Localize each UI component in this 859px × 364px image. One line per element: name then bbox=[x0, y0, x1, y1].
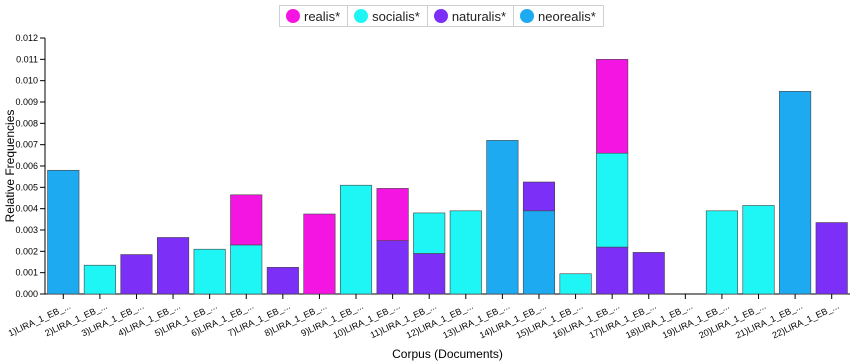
y-tick-label: 0.001 bbox=[15, 268, 38, 278]
bar-segment-socialis bbox=[83, 264, 116, 295]
y-tick-label: 0.002 bbox=[15, 246, 38, 256]
y-tick-label: 0.006 bbox=[15, 161, 38, 171]
y-tick-label: 0.008 bbox=[15, 118, 38, 128]
y-tick-label: 0.003 bbox=[15, 225, 38, 235]
y-tick-label: 0.000 bbox=[15, 289, 38, 299]
bar-segment-socialis bbox=[339, 184, 373, 295]
legend-swatch-neorealis bbox=[520, 9, 535, 23]
bar-segment-realis bbox=[230, 194, 263, 246]
bar-segment-realis bbox=[303, 213, 336, 295]
legend-label-socialis: socialis* bbox=[372, 8, 420, 24]
y-tick-label: 0.005 bbox=[15, 182, 38, 192]
bar-segment-socialis bbox=[230, 244, 263, 295]
bar-segment-naturalis bbox=[632, 252, 665, 295]
y-tick-label: 0.007 bbox=[15, 140, 38, 150]
legend-swatch-socialis bbox=[354, 9, 369, 23]
legend-item-realis[interactable]: realis* bbox=[280, 6, 349, 26]
bar-segment-socialis bbox=[705, 210, 738, 295]
y-axis-title: Relative Frequencies bbox=[3, 110, 17, 223]
bar-segment-socialis bbox=[559, 273, 592, 295]
bar-segment-naturalis bbox=[376, 240, 409, 295]
bar-segment-neorealis bbox=[47, 169, 80, 295]
legend-label-neorealis: neorealis* bbox=[538, 8, 596, 24]
bar-segment-naturalis bbox=[815, 222, 848, 295]
legend-item-socialis[interactable]: socialis* bbox=[348, 6, 428, 26]
bar-segment-socialis bbox=[596, 152, 629, 248]
bar-segment-realis bbox=[376, 188, 409, 241]
chart-legend: realis* socialis* naturalis* neorealis* bbox=[279, 5, 604, 27]
y-tick-label: 0.010 bbox=[15, 76, 38, 86]
y-tick-label: 0.004 bbox=[15, 204, 38, 214]
bar-segment-naturalis bbox=[157, 237, 190, 295]
bar-segment-naturalis bbox=[596, 246, 629, 295]
bar-segment-socialis bbox=[742, 205, 775, 295]
legend-swatch-realis bbox=[286, 9, 300, 23]
legend-swatch-naturalis bbox=[433, 9, 448, 23]
y-tick-label: 0.009 bbox=[15, 97, 38, 107]
bar-segment-socialis bbox=[413, 212, 446, 254]
legend-item-neorealis[interactable]: neorealis* bbox=[514, 6, 603, 26]
bar-segment-naturalis bbox=[266, 267, 299, 295]
bar-segment-realis bbox=[596, 59, 629, 154]
bar-segment-neorealis bbox=[779, 91, 812, 295]
x-tick-label: 22)LIRA_1_EB_... bbox=[771, 301, 841, 341]
legend-label-naturalis: naturalis* bbox=[451, 8, 507, 24]
bar-segment-socialis bbox=[449, 210, 482, 295]
bar-segment-neorealis bbox=[486, 140, 519, 295]
bar-segment-naturalis bbox=[522, 181, 556, 212]
x-axis-title: Corpus (Documents) bbox=[392, 347, 503, 361]
bar-segment-naturalis bbox=[120, 254, 153, 295]
bar-segment-socialis bbox=[193, 248, 226, 295]
y-tick-label: 0.012 bbox=[15, 33, 38, 43]
y-tick-label: 0.011 bbox=[16, 54, 38, 64]
bar-segment-naturalis bbox=[413, 253, 446, 295]
bar-segment-neorealis bbox=[522, 210, 556, 295]
legend-item-naturalis[interactable]: naturalis* bbox=[428, 6, 515, 26]
legend-label-realis: realis* bbox=[304, 8, 341, 24]
